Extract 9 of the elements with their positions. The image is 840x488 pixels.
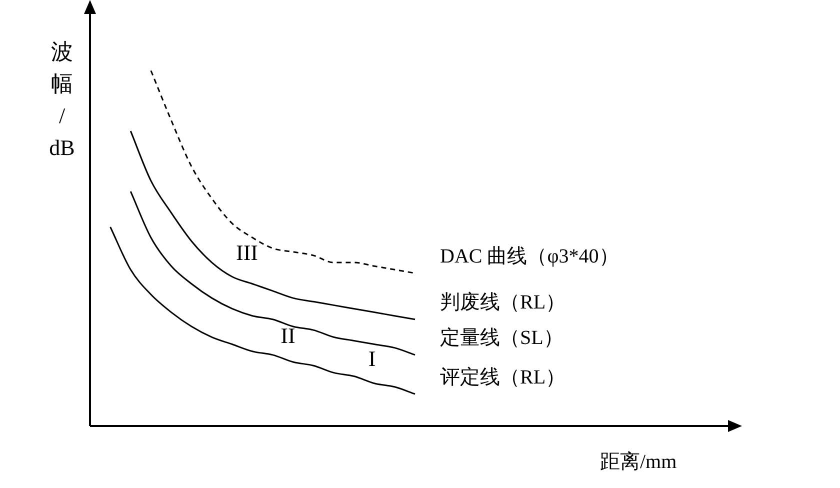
annotation: II	[280, 322, 296, 348]
series-label: 定量线（SL）	[440, 327, 564, 350]
series-label: DAC 曲线（φ3*40）	[440, 245, 619, 268]
series-label: 评定线（RL）	[440, 366, 566, 388]
y-axis-title: 波幅/dB	[48, 38, 76, 162]
annotation: I	[368, 346, 376, 371]
series-label: 判废线（RL）	[440, 292, 566, 314]
x-axis-title: 距离/mm	[600, 450, 677, 475]
annotation: III	[236, 240, 258, 265]
